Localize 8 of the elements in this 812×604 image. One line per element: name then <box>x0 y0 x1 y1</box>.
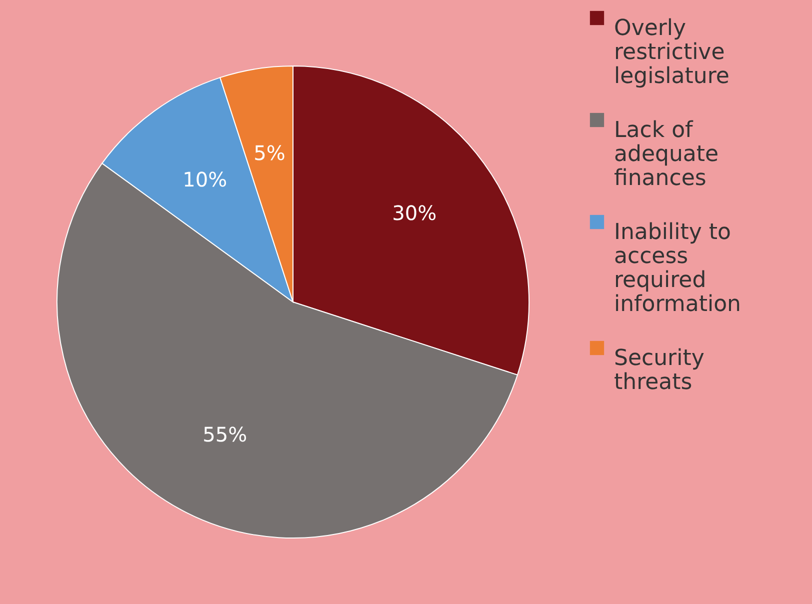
data-label: 55% <box>202 422 248 447</box>
legend-label: Inability to access required information <box>614 220 741 317</box>
legend-label: Lack of adequate finances <box>614 118 719 191</box>
data-label: 10% <box>182 168 228 192</box>
data-label: 30% <box>392 200 437 225</box>
legend-label: Overly restrictive legislature <box>614 16 730 89</box>
legend-label: Security threats <box>614 346 704 395</box>
data-label: 5% <box>254 140 286 165</box>
